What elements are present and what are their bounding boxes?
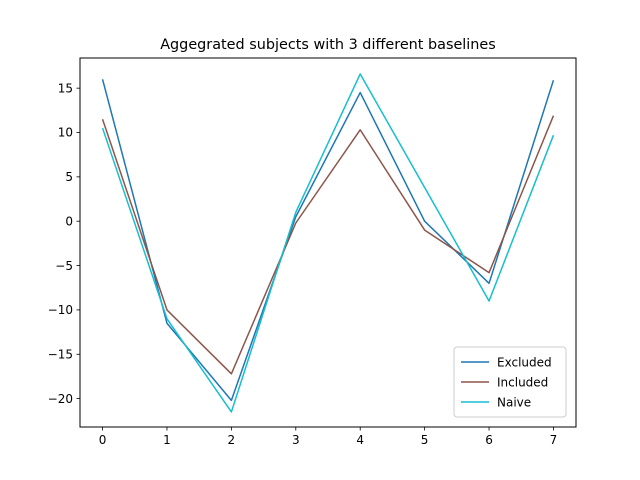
chart-title: Aggegrated subjects with 3 different bas…: [160, 37, 496, 53]
y-tick-label: 0: [65, 214, 73, 228]
series-line-naive: [101, 73, 555, 413]
x-tick-label: 4: [356, 433, 364, 447]
y-axis: −20 −15 −10 −5 0 5 10 15: [48, 81, 80, 406]
legend-label-excluded: Excluded: [497, 356, 552, 370]
legend-label-included: Included: [497, 376, 548, 390]
plot-lines: [101, 73, 555, 413]
x-tick-label: 2: [228, 433, 236, 447]
y-tick-label: 5: [65, 170, 73, 184]
legend: Excluded Included Naive: [453, 346, 567, 418]
x-tick-label: 1: [163, 433, 171, 447]
x-tick-label: 7: [550, 433, 558, 447]
x-tick-label: 3: [292, 433, 300, 447]
series-line-included: [101, 115, 555, 375]
legend-box: [453, 346, 567, 418]
y-tick-label: 15: [58, 81, 73, 95]
series-line-excluded: [101, 79, 555, 402]
x-tick-label: 6: [485, 433, 493, 447]
y-tick-label: 10: [58, 126, 73, 140]
x-tick-label: 0: [99, 433, 107, 447]
y-tick-label: −10: [48, 303, 73, 317]
y-tick-label: −20: [48, 392, 73, 406]
plot-frame: [79, 57, 577, 428]
y-tick-label: −5: [55, 259, 73, 273]
y-tick-label: −15: [48, 347, 73, 361]
legend-label-naive: Naive: [497, 396, 531, 410]
x-tick-label: 5: [421, 433, 429, 447]
x-axis: 0 1 2 3 4 5 6 7: [99, 427, 558, 447]
